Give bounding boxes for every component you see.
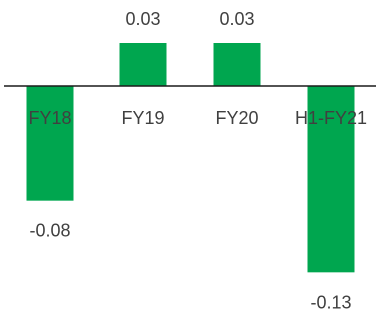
bar-h1-fy21	[307, 86, 355, 273]
labels-group: FY18 -0.08 FY19 0.03 FY20 0.03 H1-FY21 -0.13	[28, 9, 367, 312]
bars-group	[26, 43, 355, 273]
bar-fy19	[119, 43, 167, 86]
category-label: FY18	[28, 108, 71, 128]
category-label: FY19	[121, 108, 164, 128]
data-label: -0.08	[29, 221, 70, 241]
category-label: FY20	[215, 108, 258, 128]
bar-fy18	[26, 86, 74, 201]
bar-fy20	[213, 43, 261, 86]
data-label: 0.03	[125, 9, 160, 29]
data-label: 0.03	[219, 9, 254, 29]
data-label: -0.13	[310, 292, 351, 312]
category-label: H1-FY21	[295, 108, 367, 128]
